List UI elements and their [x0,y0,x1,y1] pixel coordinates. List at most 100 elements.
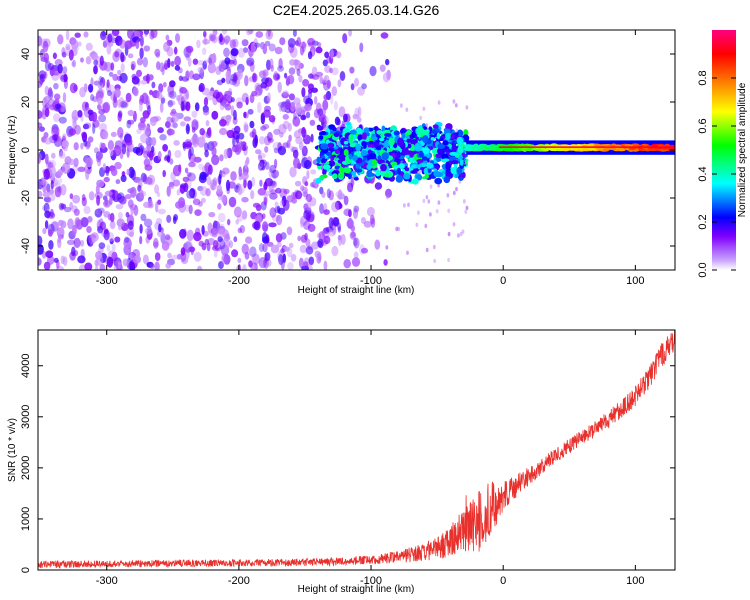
spectrogram-cell [424,174,430,179]
spectrogram-cell [343,140,349,145]
spectrogram-cell [179,228,187,239]
spectrogram-cell [237,68,243,80]
spectrogram-cell [156,91,163,100]
spectrogram-cell [241,210,248,220]
spectrogram-cell [243,123,249,133]
spectrogram-cell [169,80,176,88]
spectrogram-cell [39,73,46,83]
colorbar-tick-label: 0.4 [697,166,709,181]
spectrogram-cell [397,226,400,232]
spectrogram-cell [465,105,469,110]
spectrogram-cell [411,131,416,139]
spectrogram-cell [241,92,249,103]
spectrogram-cell [102,163,106,171]
spectrogram-cell [302,186,308,194]
spectrogram-cell [196,265,203,270]
spectrogram-cell [254,82,262,94]
spectrogram-cell [339,71,346,81]
spectrogram-cell [117,99,122,108]
spectrogram-cell [108,84,116,95]
spectrogram-cell [187,172,196,182]
spectrogram-cell [243,178,247,189]
spectrogram-cell [319,76,324,84]
spectrogram-cell [169,158,174,165]
spectrogram-cell [455,132,459,136]
spectrogram-cell [403,173,411,180]
spectrogram-cell [335,190,344,198]
spectrogram-cell [290,253,297,262]
spectrogram-cell [65,30,70,41]
spectrogram-x-tick-label: -300 [96,275,118,287]
spectrogram-cell [254,42,261,48]
spectrogram-cell [334,116,340,126]
spectrogram-cell [143,125,151,136]
spectrogram-cell [451,160,459,165]
spectrogram-cell [257,102,262,114]
spectrogram-cell [164,154,170,160]
spectrogram-cell [209,34,216,42]
spectrogram-cell [292,116,301,127]
spectrogram-cell [418,151,424,158]
spectrogram-cell [206,242,211,252]
spectrogram-cell [180,247,186,256]
spectrogram-cell [284,72,288,79]
spectrogram-cell [77,110,83,118]
spectrogram-cell [328,229,336,237]
spectrogram-cell [313,179,317,187]
spectrogram-cell [285,76,291,83]
spectrogram-cell [443,176,451,184]
spectrogram-cell [221,194,227,204]
spectrogram-cell [245,236,253,244]
spectrogram-cell [316,156,322,163]
colorbar-label: Normalized spectral amplitude [737,82,748,217]
spectrogram-cell [269,207,277,218]
spectrogram-cell [237,257,242,263]
spectrogram-cell [388,137,395,146]
spectrogram-y-tick-label: -40 [20,238,32,254]
spectrogram-x-tick-label: 100 [626,275,644,287]
spectrogram-cell [333,100,338,111]
spectrogram-cell [274,201,279,207]
spectrogram-cell [153,241,159,248]
spectrogram-cell [80,57,84,63]
spectrogram-cell [132,146,141,154]
spectrogram-cell [38,152,43,162]
colorbar-tick-label: 0.0 [697,262,709,277]
spectrogram-cell [280,248,285,254]
spectrogram-cell [186,229,194,241]
spectrogram-cell [192,58,199,65]
spectrogram-cell [222,99,227,108]
spectrogram-cell [90,94,95,101]
spectrogram-cell [136,57,144,66]
spectrogram-cell [61,47,66,56]
spectrogram-cell [363,127,370,134]
spectrogram-cell [262,213,266,220]
spectrogram-cell [303,220,311,230]
spectrogram-cell [144,159,153,166]
spectrogram-cell [340,234,346,245]
spectrogram-cell [197,66,204,74]
spectrogram-cell [151,81,156,89]
spectrogram-cell [301,126,306,138]
spectrogram-cell [287,38,296,48]
spectrogram-cell [223,254,231,265]
spectrogram-cell [73,237,81,248]
spectrogram-cell [419,137,424,142]
spectrogram-cell [57,239,62,249]
spectrogram-cell [436,132,441,140]
spectrogram-cell [61,162,71,174]
spectrogram-cell [513,149,520,152]
spectrogram-cell [447,231,451,237]
snr-y-tick-label: 2000 [20,456,32,480]
spectrogram-cell [56,135,62,142]
spectrogram-cell [348,153,353,160]
spectrogram-cell [48,87,53,97]
spectrogram-cell [154,48,161,57]
spectrogram-cell [218,173,222,185]
spectrogram-cell [279,37,286,46]
spectrogram-cell [334,149,340,155]
spectrogram-cell [367,144,375,149]
spectrogram-cell [38,110,43,119]
spectrogram-cell [419,115,423,121]
